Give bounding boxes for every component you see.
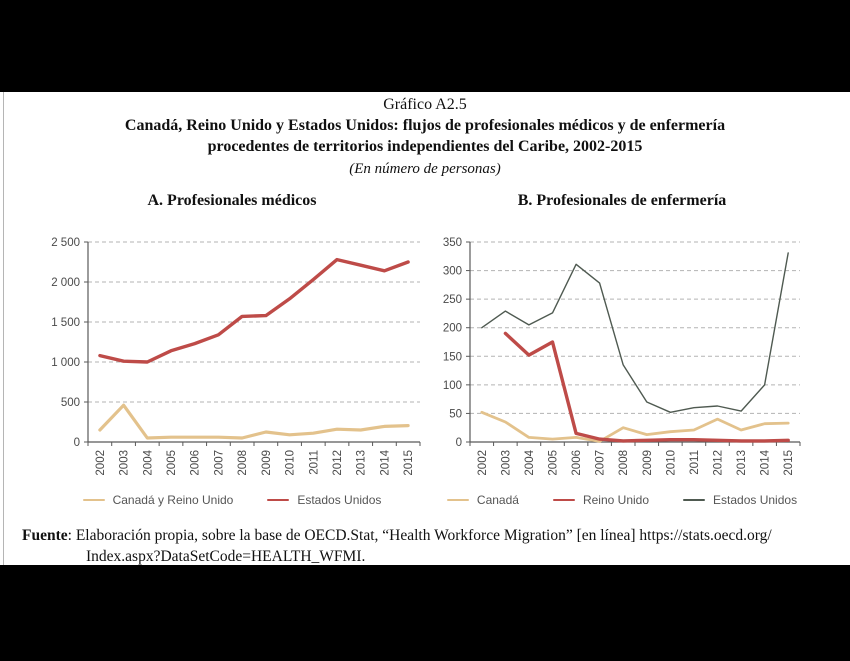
y-tick-label: 0 — [74, 437, 80, 449]
legend-label: Canadá y Reino Unido — [112, 493, 234, 507]
legend-item: Canadá — [446, 493, 519, 507]
figure-header: Gráfico A2.5 Canadá, Reino Unido y Estad… — [0, 95, 850, 179]
line-chart-b: 0 50 100 150 200 250 300 350 2002 2003 2004 2005 200… — [443, 237, 801, 476]
x-year-label: 2005 — [166, 450, 178, 476]
y-tick-label: 150 — [443, 351, 462, 363]
x-year-label: 2013 — [356, 450, 368, 476]
legend-item: Estados Unidos — [267, 493, 381, 507]
chart-b-title: B. Profesionales de enfermería — [517, 192, 727, 209]
source-note: Fuente: Elaboración propia, sobre la bas… — [22, 525, 850, 567]
source-label: Fuente — [22, 527, 68, 544]
y-tick-label: 50 — [449, 408, 462, 420]
legend-item: Canadá y Reino Unido — [82, 493, 234, 507]
legend-item: Estados Unidos — [683, 493, 797, 507]
source-text-line1: Elaboración propia, sobre la base de OEC… — [75, 527, 772, 544]
legend-item: Reino Unido — [552, 493, 650, 507]
x-year-label: 2002 — [95, 450, 107, 476]
x-year-label: 2006 — [571, 450, 583, 476]
y-tick-label: 350 — [443, 237, 462, 249]
y-tick-label: 100 — [443, 380, 462, 392]
legend-label: Estados Unidos — [713, 493, 798, 507]
legend-swatch-red — [267, 498, 290, 502]
y-tick-label: 0 — [456, 437, 462, 449]
x-year-label: 2012 — [713, 450, 725, 476]
x-year-label: 2008 — [237, 450, 249, 476]
y-tick-label: 250 — [443, 294, 462, 306]
x-year-label: 2008 — [618, 450, 630, 476]
x-year-label: 2015 — [403, 450, 415, 476]
series-line-canada-y-reino-unido — [98, 403, 410, 440]
x-year-label: 2007 — [213, 450, 225, 476]
chart-b-canvas: 0 50 100 150 200 250 300 350 2002 2003 2004 2005 200… — [436, 222, 808, 493]
y-tick-label: 500 — [61, 397, 80, 409]
x-year-label: 2007 — [595, 450, 607, 476]
legend-label: Canadá — [476, 493, 519, 507]
line-chart-a: 0 500 1 000 1 500 2 000 2 500 2002 2003 2004 2005… — [51, 237, 421, 476]
chart-panel-enfermeria: B. Profesionales de enfermería 0 50 100 150… — [436, 192, 808, 507]
legend-label: Reino Unido — [582, 493, 650, 507]
x-year-label: 2014 — [379, 449, 391, 475]
source-separator: : — [67, 527, 76, 544]
x-year-label: 2005 — [548, 450, 560, 476]
figure-title-line1: Canadá, Reino Unido y Estados Unidos: fl… — [124, 117, 726, 134]
x-year-label: 2009 — [261, 450, 273, 476]
series-line-canada — [480, 410, 790, 443]
figure-title-line2: procedentes de territorios independiente… — [207, 138, 643, 155]
chart-a-legend: Canadá y Reino Unido Estados Unidos — [36, 493, 428, 507]
x-year-label: 2011 — [689, 450, 701, 475]
y-tick-label: 300 — [443, 266, 462, 278]
x-year-label: 2014 — [760, 449, 772, 475]
legend-swatch-tan — [446, 498, 469, 502]
x-year-label: 2015 — [783, 450, 795, 476]
legend-swatch-gray — [683, 499, 706, 501]
y-tick-label: 1 500 — [51, 317, 80, 329]
y-tick-label: 2 000 — [51, 277, 80, 289]
series-line-reino-unido — [503, 331, 790, 443]
x-year-label: 2003 — [119, 450, 131, 476]
x-year-label: 2011 — [308, 450, 320, 475]
y-tick-label: 1 000 — [51, 357, 80, 369]
series-line-estados-unidos — [98, 257, 410, 364]
x-year-label: 2010 — [665, 450, 677, 476]
y-tick-label: 200 — [443, 323, 462, 335]
y-tick-label: 2 500 — [51, 237, 80, 249]
x-year-label: 2009 — [642, 450, 654, 476]
figure-page: Gráfico A2.5 Canadá, Reino Unido y Estad… — [0, 92, 850, 565]
chart-panel-medicos: A. Profesionales médicos 0 500 1 000 1 500 2… — [36, 192, 428, 507]
x-year-label: 2002 — [477, 450, 489, 476]
x-year-label: 2012 — [332, 450, 344, 476]
x-year-label: 2006 — [190, 450, 202, 476]
source-text-line2: Index.aspx?DataSetCode=HEALTH_WFMI. — [86, 548, 366, 565]
figure-unit-note: (En número de personas) — [349, 161, 501, 177]
legend-label: Estados Unidos — [297, 493, 382, 507]
chart-b-legend: Canadá Reino Unido Estados Unidos — [436, 493, 808, 507]
chart-a-canvas: 0 500 1 000 1 500 2 000 2 500 2002 2003 2004 2005… — [36, 222, 428, 493]
x-year-label: 2004 — [524, 449, 536, 475]
x-year-label: 2003 — [500, 450, 512, 476]
series-line-estados-unidos — [481, 252, 789, 414]
figure-number: Gráfico A2.5 — [383, 96, 467, 113]
x-year-label: 2004 — [142, 449, 154, 475]
legend-swatch-tan — [82, 498, 105, 502]
chart-a-title: A. Profesionales médicos — [147, 192, 317, 209]
x-year-label: 2010 — [285, 450, 297, 476]
x-year-label: 2013 — [736, 450, 748, 476]
legend-swatch-red — [552, 498, 575, 502]
page-edge-line — [3, 92, 4, 565]
